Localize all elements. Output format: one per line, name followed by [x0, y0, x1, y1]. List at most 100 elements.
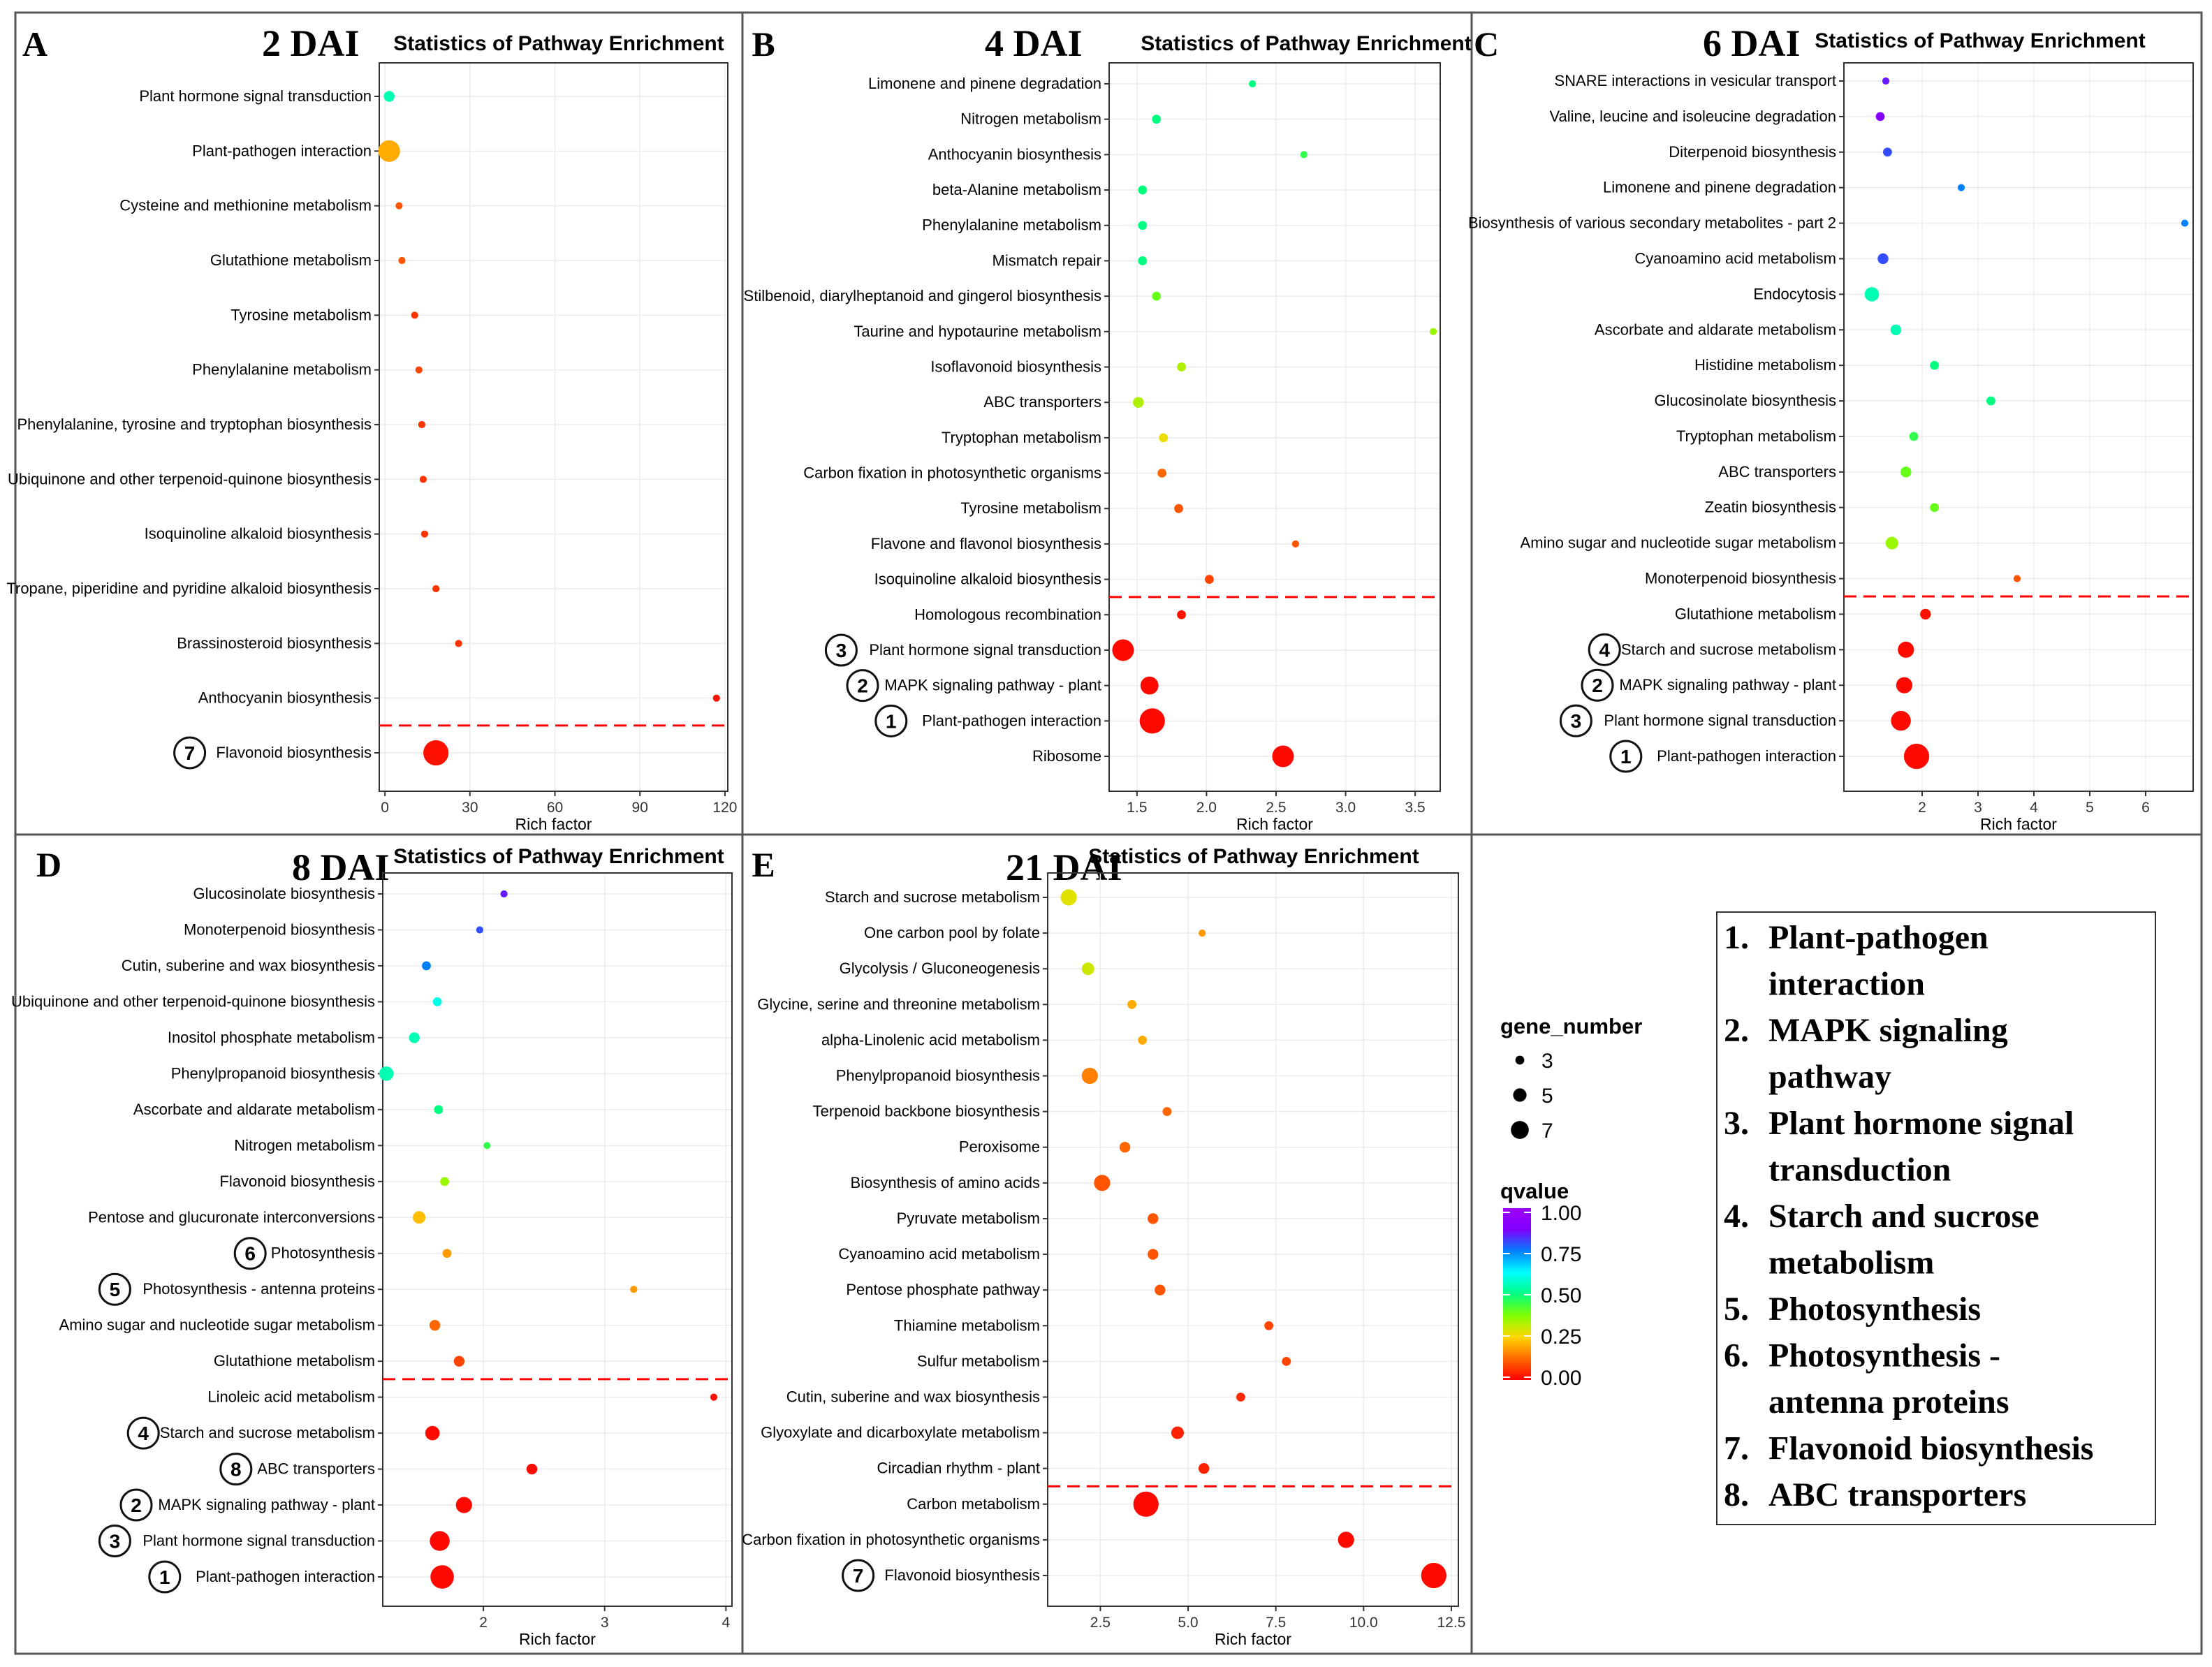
data-point: [1133, 397, 1144, 408]
pathway-label: Ascorbate and aldarate metabolism: [1595, 321, 1836, 338]
size-legend-label: 5: [1541, 1085, 1553, 1108]
pathway-label: Ubiquinone and other terpenoid-quinone b…: [11, 992, 375, 1010]
data-point: [1198, 1462, 1210, 1474]
data-point: [1930, 503, 1940, 513]
pathway-label: Plant hormone signal transduction: [1604, 712, 1836, 729]
pathway-label: Glucosinolate biosynthesis: [1655, 392, 1836, 409]
data-point: [1155, 1284, 1166, 1295]
data-point: [1127, 999, 1137, 1009]
pathway-label: Isoflavonoid biosynthesis: [930, 358, 1101, 375]
data-point: [455, 640, 462, 647]
data-point: [434, 1105, 444, 1115]
pathway-label: MAPK signaling pathway - plant: [158, 1496, 375, 1513]
x-tick-label: 5.0: [1178, 1615, 1198, 1631]
day-label: 2 DAI: [262, 22, 360, 64]
pathway-label: Isoquinoline alkaloid biosynthesis: [145, 525, 372, 543]
size-legend-label: 3: [1541, 1050, 1553, 1073]
pathway-label: Flavonoid biosynthesis: [216, 744, 372, 761]
pathway-label: Glutathione metabolism: [214, 1352, 375, 1369]
data-point: [415, 366, 423, 374]
data-point: [1920, 608, 1931, 620]
data-point: [1891, 710, 1911, 731]
pathway-label: Plant-pathogen interaction: [192, 142, 372, 159]
data-point: [418, 420, 425, 429]
pathway-label: MAPK signaling pathway - plant: [1619, 676, 1836, 693]
colorbar-label: 0.25: [1541, 1325, 1581, 1349]
pathway-label: Starch and sucrose metabolism: [160, 1424, 375, 1441]
data-point: [455, 1497, 472, 1513]
x-tick-label: 120: [712, 800, 737, 816]
summary-item-text: Starch and sucrose: [1768, 1198, 2039, 1235]
pathway-number-badge: [824, 633, 858, 667]
pathway-number: 8: [230, 1459, 242, 1481]
pathway-label: Pentose and glucuronate interconversions: [88, 1208, 375, 1226]
data-point: [1204, 575, 1214, 584]
panel-letter: A: [22, 24, 47, 64]
data-point: [432, 585, 440, 593]
chart-panel-a: A 2 DAI Statistics of Pathway Enrichment 0 3…: [6, 22, 737, 833]
pathway-label: Plant hormone signal transduction: [142, 1532, 375, 1550]
pathway-label: Carbon fixation in photosynthetic organi…: [742, 1531, 1040, 1548]
pathway-label: Pentose phosphate pathway: [846, 1281, 1040, 1298]
pathway-label: Tryptophan metabolism: [1676, 427, 1836, 445]
data-point: [1138, 1036, 1148, 1045]
x-tick-label: 4: [2030, 800, 2038, 816]
data-point: [1890, 324, 1902, 335]
summary-item-number: 4.: [1724, 1198, 1749, 1235]
pathway-label: Starch and sucrose metabolism: [1621, 640, 1836, 658]
pathway-number-badge: [842, 1559, 875, 1592]
data-point: [1930, 360, 1940, 370]
day-label: 4 DAI: [985, 22, 1083, 64]
pathway-label: Glutathione metabolism: [210, 251, 372, 269]
pathway-label: Tyrosine metabolism: [230, 306, 372, 323]
pathway-label: Biosynthesis of various secondary metabo…: [1468, 214, 1836, 232]
data-point: [1883, 147, 1892, 157]
pathway-label: MAPK signaling pathway - plant: [884, 677, 1101, 694]
summary-item-text: Photosynthesis: [1768, 1291, 1981, 1328]
pathway-label: Cyanoamino acid metabolism: [1634, 249, 1836, 267]
colorbar-label: 0.75: [1541, 1243, 1581, 1266]
data-point: [1148, 1213, 1159, 1224]
data-point: [395, 202, 403, 210]
pathway-number-badge: [1609, 740, 1643, 773]
plot-area: [1047, 872, 1459, 1607]
x-tick-label: 10.0: [1349, 1615, 1378, 1631]
summary-item-text: transduction: [1768, 1152, 1951, 1189]
data-point: [1139, 708, 1165, 734]
pathway-label: One carbon pool by folate: [864, 924, 1040, 941]
pathway-label: Phenylpropanoid biosynthesis: [836, 1067, 1040, 1085]
pathway-label: Endocytosis: [1753, 285, 1836, 302]
x-tick-label: 90: [632, 800, 648, 816]
x-axis-label: Rich factor: [1980, 815, 2057, 833]
chart-title: Statistics of Pathway Enrichment: [1141, 32, 1471, 55]
pathway-label: Tryptophan metabolism: [942, 429, 1101, 446]
x-tick-label: 3: [601, 1615, 609, 1631]
pathway-label: Ascorbate and aldarate metabolism: [133, 1101, 375, 1118]
pathway-number: 2: [857, 675, 868, 697]
x-tick-label: 60: [547, 800, 563, 816]
summary-item-number: 3.: [1724, 1105, 1749, 1142]
pathway-number-badge: [219, 1453, 253, 1486]
pathway-number: 2: [1592, 675, 1603, 696]
data-point: [2181, 219, 2189, 227]
data-point: [1249, 80, 1257, 88]
data-point: [2013, 575, 2021, 582]
colorbar-label: 1.00: [1541, 1202, 1581, 1225]
pathway-label: Peroxisome: [959, 1138, 1040, 1156]
color-ticks: 1.00 0.75 0.50 0.25 0.00: [1503, 1202, 1581, 1390]
data-point: [1162, 1107, 1172, 1117]
pathway-label: Plant hormone signal transduction: [869, 641, 1101, 659]
pathway-label: Taurine and hypotaurine metabolism: [854, 323, 1101, 340]
pathway-label: Terpenoid backbone biosynthesis: [813, 1103, 1040, 1120]
data-point: [425, 1425, 440, 1441]
data-point: [1900, 467, 1912, 478]
pathway-number-badge: [1559, 704, 1592, 737]
plot-area: [382, 872, 733, 1607]
data-point: [1885, 536, 1898, 550]
pathway-label: ABC transporters: [983, 393, 1101, 411]
pathway-label: Plant-pathogen interaction: [1657, 747, 1836, 765]
pathway-number: 4: [1599, 639, 1610, 661]
pathway-label: Stilbenoid, diarylheptanoid and gingerol…: [744, 287, 1101, 304]
pathway-label: Nitrogen metabolism: [960, 110, 1101, 128]
x-axis-label: Rich factor: [1215, 1630, 1291, 1648]
